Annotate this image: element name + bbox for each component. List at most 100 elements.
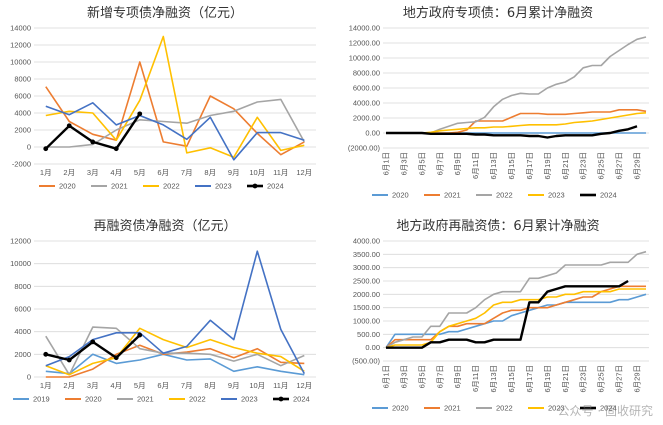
x-tick-label: 6月 [157,168,169,177]
x-tick-label: 8月 [204,381,216,390]
chart-svg: 地方政府再融资债：6月累计净融资 (500.00) 0.00 500.00 1000.0… [352,218,649,413]
chart-title: 新增专项债净融资（亿元） [87,5,243,21]
y-tick-label: 12000.00 [349,39,380,48]
legend-label-2021: 2021 [137,395,154,404]
x-tick-label: 6月5日 [417,152,426,175]
y-tick-label: 3500.00 [353,250,380,259]
series-marker-2024 [137,332,143,338]
series-line-2022 [385,250,647,349]
x-tick-label: 6月19日 [543,152,552,180]
legend-label-2021: 2021 [111,182,128,191]
x-tick-label: 12月 [296,168,312,177]
legend-label-2023: 2023 [548,191,565,200]
x-tick-label: 6月25日 [597,152,606,180]
legend-label-2020: 2020 [59,182,76,191]
y-tick-label: 1000.00 [353,317,380,326]
legend-label-2024: 2024 [600,191,617,200]
series-marker-2024 [43,146,49,152]
chart-title: 地方政府专项债：6月累计净融资 [403,5,593,21]
x-tick-label: 6月5日 [417,365,426,388]
series-line-2023 [45,250,306,374]
x-tick-label: 6月 [157,381,169,390]
series-marker-2024 [113,146,119,152]
y-tick-label: 2000.00 [353,290,380,299]
y-tick-label: 14000.00 [349,24,380,33]
x-tick-label: 6月17日 [525,365,534,393]
x-tick-label: 6月9日 [453,152,462,175]
legend-label-2023: 2023 [241,395,258,404]
x-tick-label: 10月 [249,381,265,390]
y-tick-label: 14000 [10,24,31,33]
x-tick-label: 4月 [110,168,122,177]
series-line-2021 [45,326,305,376]
watermark: 公众号 · 固收研究 [557,404,653,418]
y-tick-label: 2000.00 [353,114,380,123]
series-marker-2024 [113,355,119,361]
x-tick-label: 6月7日 [435,152,444,175]
x-tick-label: 3月 [87,168,99,177]
y-tick-label: 6000.00 [353,84,380,93]
x-tick-label: 6月3日 [399,365,408,388]
y-tick-label: 4000 [14,109,31,118]
y-tick-label: 2500.00 [353,277,380,286]
y-tick-label: 0.00 [365,129,380,138]
series-line-2024 [386,125,638,139]
chart-panel-special-bond-june-cumulative: 地方政府专项债：6月累计净融资 (2000.00) 0.00 2000.00 4000.… [333,0,663,212]
series-marker-2024 [43,351,49,357]
x-tick-label: 6月19日 [543,365,552,393]
x-tick-label: 4月 [110,381,122,390]
x-tick-label: 6月25日 [597,365,606,393]
y-tick-label: 500.00 [357,330,380,339]
series-marker-2024 [137,111,143,117]
x-tick-label: 6月21日 [561,365,570,393]
legend-label-2022: 2022 [496,191,513,200]
x-tick-label: 3月 [87,381,99,390]
legend-label-2020: 2020 [392,404,409,413]
y-tick-label: 0 [27,143,31,152]
series-line-2021 [45,98,306,148]
x-tick-label: 6月11日 [471,152,480,179]
y-tick-label: 12000 [10,41,31,50]
x-tick-label: 6月29日 [633,152,642,180]
x-tick-label: 2月 [63,168,75,177]
x-tick-label: 10月 [249,168,265,177]
y-tick-label: 4000 [14,327,31,336]
y-tick-label: 10000 [10,58,31,67]
legend-label-2022: 2022 [496,404,513,413]
series-marker-2024 [90,139,96,145]
x-tick-label: 6月23日 [579,152,588,180]
series-line-2023 [386,112,647,134]
y-tick-label: (2000.00) [348,144,381,153]
x-tick-label: 6月27日 [615,152,624,180]
y-tick-label: 8000 [14,282,31,291]
x-tick-label: 6月17日 [525,152,534,180]
y-tick-label: 10000 [10,259,31,268]
x-tick-label: 6月13日 [489,152,498,180]
series-marker-2024 [90,339,96,345]
y-tick-label: 0.00 [365,343,380,352]
series-line-2022 [45,327,305,376]
y-tick-label: 2000 [14,350,31,359]
legend-label-2023: 2023 [548,404,565,413]
y-tick-label: 10000.00 [349,54,380,63]
chart-svg: 再融资债净融资（亿元） 0 2000 4000 6000 8000 10000 12000 1月… [10,219,316,404]
x-tick-label: 9月 [228,381,240,390]
x-tick-label: 6月7日 [435,365,444,388]
y-tick-label: 8000.00 [353,69,380,78]
chart-title: 地方政府再融资债：6月累计净融资 [396,218,599,234]
x-tick-label: 7月 [181,381,193,390]
x-tick-label: 8月 [204,168,216,177]
legend-label-2024: 2024 [293,395,310,404]
chart-panel-refinancing-june-cumulative: 地方政府再融资债：6月累计净融资 (500.00) 0.00 500.00 1000.0… [333,213,663,425]
x-tick-label: 6月11日 [471,365,480,392]
y-tick-label: 6000 [14,305,31,314]
legend-marker [252,183,258,189]
legend-label-2023: 2023 [215,182,232,191]
x-tick-label: 11月 [273,381,288,390]
series-line-2022 [45,35,305,158]
y-tick-label: 4000.00 [353,237,380,246]
y-tick-label: -2000 [12,160,31,169]
x-tick-label: 5月 [134,381,146,390]
legend-marker [278,396,284,402]
y-tick-label: 0 [27,373,31,382]
